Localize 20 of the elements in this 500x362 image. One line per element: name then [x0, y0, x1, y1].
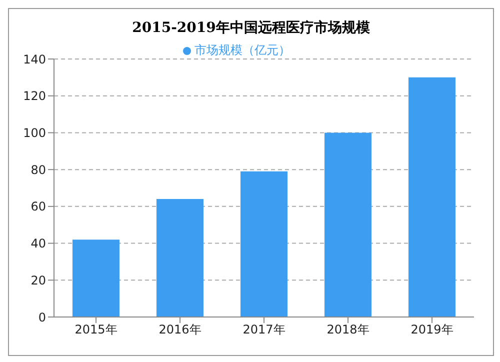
y-tick-label: 80 — [30, 162, 46, 177]
bar — [408, 77, 456, 317]
bar — [72, 240, 120, 317]
x-tick-label: 2018年 — [326, 322, 370, 337]
bar — [240, 171, 288, 317]
x-tick-label: 2016年 — [158, 322, 202, 337]
legend-label: 市场规模（亿元） — [194, 43, 290, 57]
x-tick-label: 2015年 — [74, 322, 118, 337]
chart-title: 2015-2019年中国远程医疗市场规模 — [131, 19, 371, 37]
y-tick-label: 0 — [38, 310, 46, 324]
y-tick-label: 20 — [30, 273, 46, 288]
y-tick-label: 120 — [23, 89, 46, 104]
x-tick-label: 2017年 — [242, 322, 286, 337]
x-tick-label: 2019年 — [410, 322, 454, 337]
y-tick-label: 140 — [23, 52, 46, 66]
bar — [324, 132, 372, 317]
y-tick-label: 100 — [23, 126, 46, 140]
y-tick-label: 40 — [30, 236, 46, 251]
bar — [156, 199, 204, 317]
y-tick-label: 60 — [30, 200, 46, 214]
